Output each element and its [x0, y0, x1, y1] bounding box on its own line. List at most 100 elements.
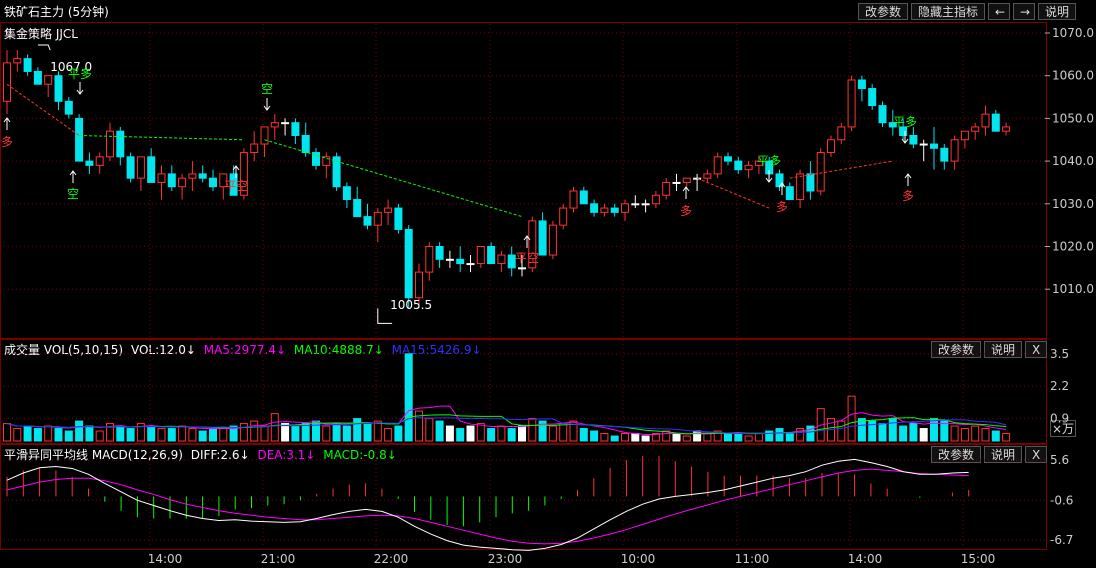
signal-label: 平空 — [224, 179, 248, 193]
candle-body — [188, 173, 197, 179]
volume-current: VOL:12.0↓ — [130, 343, 196, 357]
candle-body — [44, 75, 53, 85]
volume-bar — [209, 428, 217, 442]
candle-body — [373, 211, 382, 226]
volume-bar — [270, 413, 279, 442]
volume-bar — [724, 433, 732, 442]
volume-bar — [126, 428, 135, 442]
candle-body — [497, 254, 506, 265]
candle-body — [559, 207, 568, 226]
candle-body — [209, 177, 217, 188]
volume-bar — [415, 410, 423, 442]
candle-body — [342, 186, 351, 201]
volume-unit-button[interactable]: ×万 — [1050, 420, 1076, 437]
candle-body — [971, 126, 980, 132]
volume-bar — [775, 428, 784, 442]
signal-arrow-icon — [232, 165, 240, 171]
macd-help-button[interactable]: 说明 — [984, 446, 1022, 463]
candle-body — [507, 254, 516, 269]
volume-bar — [167, 428, 176, 442]
volume-bar — [219, 428, 228, 442]
candle-body — [857, 79, 866, 90]
volume-axis-label: 2.2 — [1050, 379, 1069, 393]
candle-body — [651, 194, 660, 205]
low-marker-line — [377, 308, 393, 324]
volume-bar — [445, 425, 454, 442]
candle-body — [270, 122, 279, 128]
window-title: 铁矿石主力 (5分钟) — [4, 5, 109, 19]
volume-bar — [868, 420, 877, 442]
volume-bar — [662, 430, 671, 442]
volume-bar — [899, 425, 908, 442]
signal-label: 平多 — [757, 154, 781, 168]
volume-bar — [713, 430, 722, 442]
volume-bar — [971, 425, 980, 442]
candle-body — [476, 246, 485, 265]
price-axis-label: 1060.0 — [1052, 69, 1094, 83]
candle-body — [919, 143, 928, 146]
candle-body — [682, 177, 691, 183]
candle-body — [260, 126, 269, 145]
signal-arrow-icon — [76, 89, 84, 95]
help-button[interactable]: 说明 — [1038, 3, 1076, 20]
candle-body — [724, 156, 732, 162]
macd-header: 平滑异同平均线 MACD(12,26,9) DIFF:2.6↓ DEA:3.1↓… — [4, 446, 397, 463]
candle-body — [600, 207, 609, 213]
candle-body — [136, 156, 145, 179]
volume-close-button[interactable]: X — [1025, 341, 1047, 358]
volume-bar — [44, 425, 53, 442]
candle-body — [1002, 126, 1011, 132]
volume-bar — [3, 423, 11, 442]
time-axis-label: 22:00 — [374, 552, 409, 566]
candle-body — [384, 207, 393, 213]
candle-body — [239, 152, 248, 196]
volume-bar — [559, 423, 568, 442]
candle-body — [610, 207, 619, 213]
volume-bar — [569, 420, 578, 442]
volume-bar — [641, 435, 650, 442]
candle-body — [569, 190, 578, 209]
volume-bar — [322, 425, 331, 442]
edit-params-button[interactable]: 改参数 — [858, 3, 908, 20]
candle-body — [528, 220, 537, 269]
candle-body — [579, 190, 588, 205]
candle-body — [198, 173, 207, 179]
candle-body — [456, 258, 465, 265]
candle-body — [785, 186, 794, 201]
signal-label: 多 — [680, 204, 692, 218]
candle-body — [888, 122, 897, 128]
volume-bar — [301, 423, 310, 442]
volume-bar — [744, 435, 753, 442]
candle-body — [703, 173, 712, 179]
signal-line-long — [789, 160, 893, 179]
volume-bar — [930, 418, 938, 442]
volume-bar — [239, 423, 248, 442]
candle-body — [64, 100, 73, 115]
price-axis-label: 1040.0 — [1052, 154, 1094, 168]
volume-bar — [950, 425, 959, 442]
volume-bar — [85, 425, 94, 442]
signal-line-long — [696, 177, 770, 209]
volume-bar — [806, 425, 815, 442]
candle-body — [229, 173, 238, 196]
macd-close-button[interactable]: X — [1025, 446, 1047, 463]
candle-body — [281, 122, 290, 125]
candle-body — [75, 117, 84, 162]
low-price-label: 1005.5 — [390, 298, 432, 312]
time-axis-label: 21:00 — [261, 552, 296, 566]
signal-label: 平多 — [893, 115, 917, 129]
volume-bar — [363, 423, 372, 442]
arrow-right-button[interactable]: → — [1013, 3, 1035, 20]
signal-arrow-icon — [682, 186, 690, 192]
candle-body — [85, 160, 94, 166]
signal-arrow-icon — [901, 138, 909, 144]
macd-value: MACD:-0.8↓ — [323, 448, 397, 462]
macd-edit-params-button[interactable]: 改参数 — [931, 446, 981, 463]
volume-ma10-line — [6, 414, 1007, 435]
arrow-left-button[interactable]: ← — [988, 3, 1010, 20]
price-axis-label: 1050.0 — [1052, 111, 1094, 125]
volume-bar — [538, 420, 547, 442]
macd-dea: DEA:3.1↓ — [257, 448, 316, 462]
hide-main-indicator-button[interactable]: 隐藏主指标 — [911, 3, 985, 20]
